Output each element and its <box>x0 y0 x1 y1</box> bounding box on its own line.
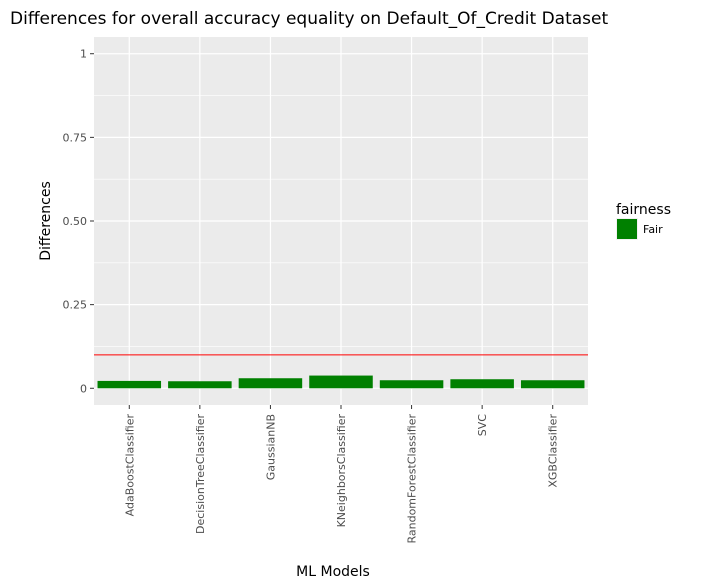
bar-RandomForestClassifier <box>379 380 444 389</box>
x-tick-label: AdaBoostClassifier <box>123 414 136 517</box>
x-tick-label: KNeighborsClassifier <box>335 414 348 528</box>
bar-DecisionTreeClassifier <box>168 381 232 389</box>
x-tick-label: GaussianNB <box>264 414 277 480</box>
legend-items: Fair <box>616 218 663 240</box>
y-axis: 0 0.25 0.50 0.75 1 <box>63 48 94 395</box>
x-tick-label: RandomForestClassifier <box>406 414 419 544</box>
chart-title: Differences for overall accuracy equalit… <box>10 9 608 29</box>
y-axis-label: Differences <box>38 181 54 260</box>
y-tick-label: 0.25 <box>63 299 88 312</box>
y-tick-label: 0.75 <box>63 131 88 144</box>
bars-group <box>97 375 585 389</box>
bar-KNeighborsClassifier <box>309 375 373 389</box>
x-axis: AdaBoostClassifier DecisionTreeClassifier… <box>123 405 560 544</box>
x-tick-label: DecisionTreeClassifier <box>194 414 207 534</box>
legend: fairness Fair <box>616 202 671 240</box>
y-tick-label: 1 <box>80 48 87 61</box>
bar-GaussianNB <box>238 378 303 389</box>
bar-SVC <box>450 379 514 389</box>
bar-AdaBoostClassifier <box>97 380 162 389</box>
legend-title: fairness <box>616 202 671 218</box>
y-tick-label: 0 <box>80 382 87 395</box>
bar-XGBClassifier <box>520 380 585 389</box>
x-tick-label: XGBClassifier <box>547 414 560 488</box>
x-axis-label: ML Models <box>296 564 370 580</box>
legend-swatch <box>617 219 637 239</box>
major-gridlines <box>94 37 588 405</box>
legend-label: Fair <box>643 223 663 236</box>
x-tick-label: SVC <box>476 414 489 437</box>
y-tick-label: 0.50 <box>63 215 88 228</box>
